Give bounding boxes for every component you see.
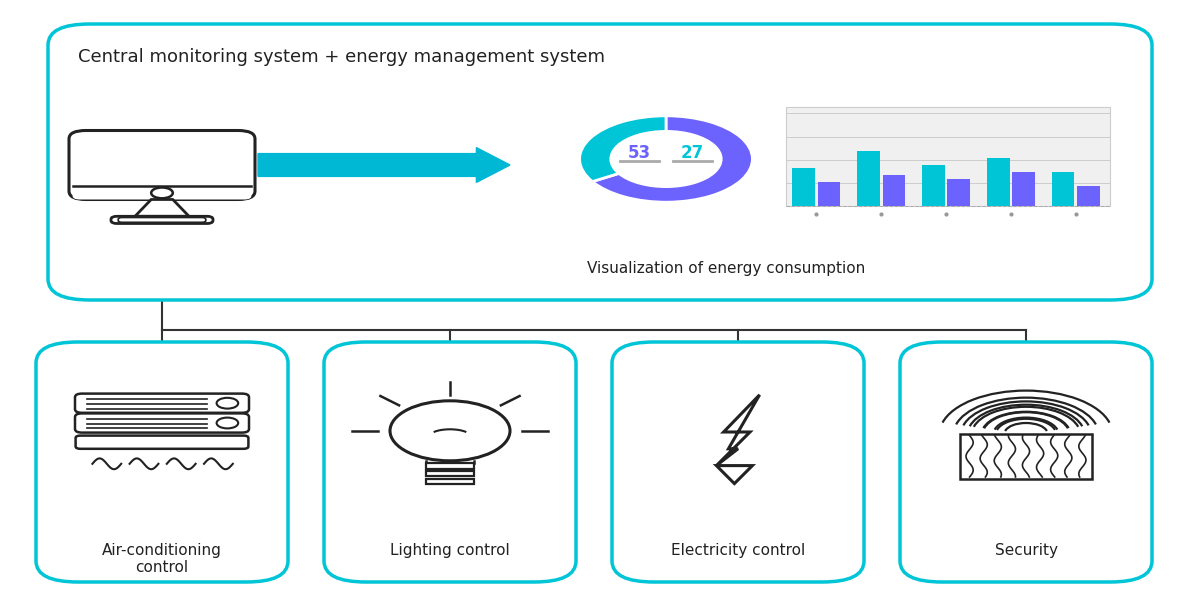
FancyBboxPatch shape [76, 436, 248, 449]
Text: Electricity control: Electricity control [671, 543, 805, 558]
Bar [786, 107, 1110, 206]
FancyBboxPatch shape [900, 342, 1152, 582]
Polygon shape [136, 199, 190, 216]
Bar [947, 179, 970, 206]
Bar [817, 182, 840, 206]
Text: Visualization of energy consumption: Visualization of energy consumption [587, 261, 865, 276]
FancyArrow shape [258, 148, 510, 182]
Bar [986, 158, 1009, 206]
Bar [882, 175, 905, 206]
Text: 53: 53 [628, 144, 652, 162]
FancyBboxPatch shape [76, 413, 250, 433]
Bar [857, 151, 880, 206]
Text: Lighting control: Lighting control [390, 543, 510, 558]
Bar [960, 434, 1092, 479]
Text: Security: Security [995, 543, 1057, 558]
FancyBboxPatch shape [118, 217, 206, 222]
Bar [1051, 172, 1074, 206]
Wedge shape [593, 116, 752, 202]
Text: Air-conditioning
control: Air-conditioning control [102, 543, 222, 575]
Text: 27: 27 [680, 144, 704, 162]
Text: Central monitoring system + energy management system: Central monitoring system + energy manag… [78, 48, 605, 66]
Bar [426, 479, 474, 484]
Bar [1012, 172, 1034, 206]
FancyBboxPatch shape [612, 342, 864, 582]
FancyBboxPatch shape [70, 130, 256, 199]
FancyBboxPatch shape [76, 394, 250, 413]
FancyBboxPatch shape [48, 24, 1152, 300]
FancyBboxPatch shape [36, 342, 288, 582]
Bar [426, 471, 474, 476]
FancyBboxPatch shape [112, 216, 214, 224]
Wedge shape [580, 116, 666, 182]
Bar [426, 463, 474, 469]
FancyBboxPatch shape [73, 186, 252, 199]
Bar [1076, 185, 1099, 206]
FancyBboxPatch shape [324, 342, 576, 582]
Bar [922, 165, 944, 206]
Polygon shape [716, 466, 752, 484]
Bar [792, 169, 815, 206]
Polygon shape [716, 395, 760, 466]
